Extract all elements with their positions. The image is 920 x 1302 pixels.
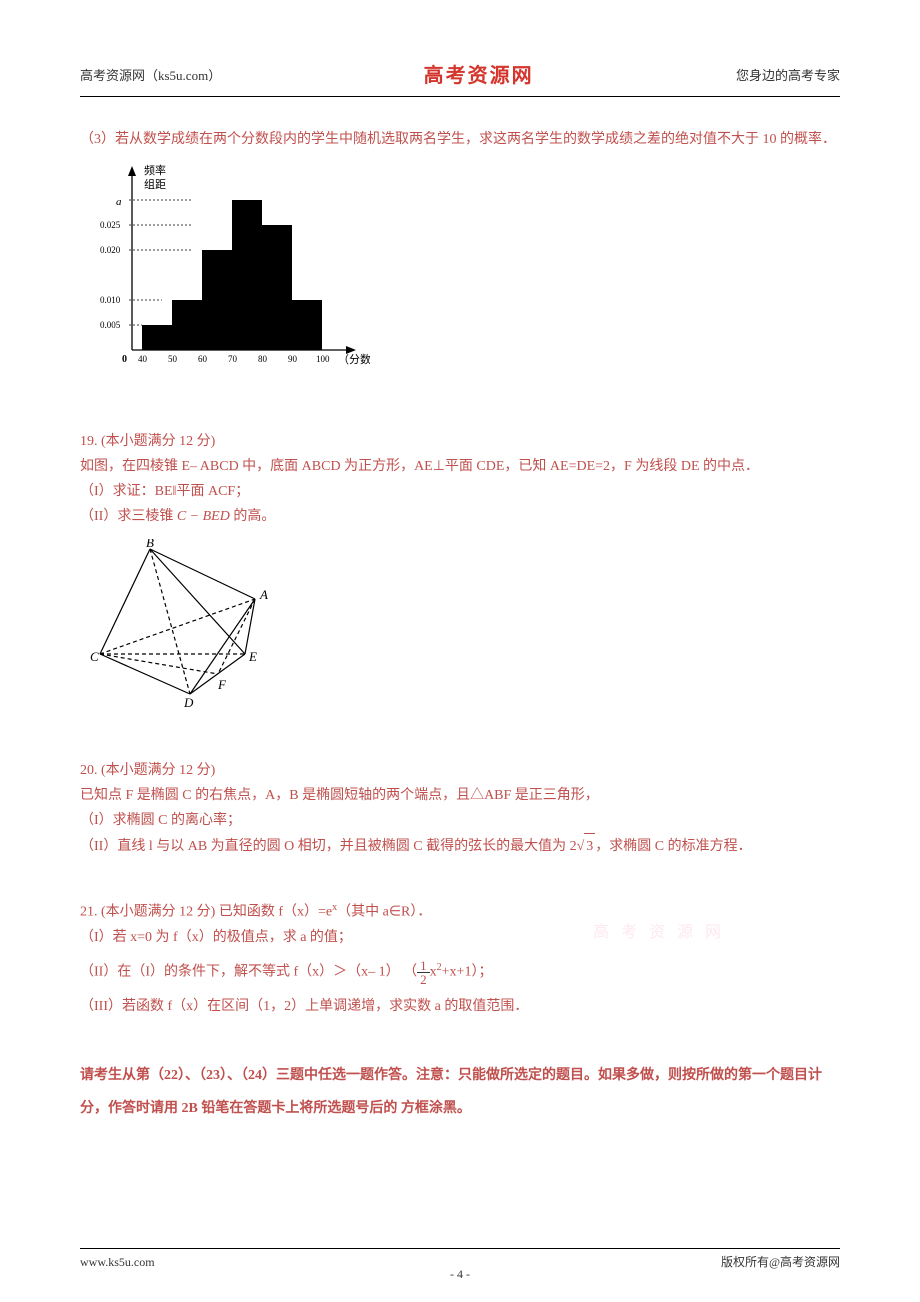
- selection-instruction: 请考生从第（22）、（23）、（24）三题中任选一题作答。注意：只能做所选定的题…: [80, 1059, 840, 1126]
- problem-20-part1: （I）求椭圆 C 的离心率；: [80, 808, 840, 833]
- xtick-2: 60: [198, 354, 208, 364]
- ytick-0: 0.025: [100, 220, 121, 230]
- problem-20: 20. (本小题满分 12 分) 已知点 F 是椭圆 C 的右焦点，A，B 是椭…: [80, 758, 840, 860]
- problem-20-part2: （II）直线 l 与以 AB 为直径的圆 O 相切，并且被椭圆 C 截得的弦长的…: [80, 833, 840, 859]
- problem-20-body: 已知点 F 是椭圆 C 的右焦点，A，B 是椭圆短轴的两个端点，且△ABF 是正…: [80, 783, 840, 808]
- p20-part2-suffix: ，求椭圆 C 的标准方程．: [595, 839, 751, 854]
- p20-sqrt: 3: [584, 833, 595, 859]
- histogram-chart: 频率 组距 a 0.025 0.020 0.010 0.005: [90, 160, 840, 388]
- problem-18-part3: （3）若从数学成绩在两个分数段内的学生中随机选取两名学生，求这两名学生的数学成绩…: [80, 127, 840, 389]
- problem-21-header: 21. (本小题满分 12 分) 已知函数 f（x）=ex（其中 a∈R）．: [80, 899, 840, 925]
- xtick-4: 80: [258, 354, 268, 364]
- y-label-bottom: 组距: [144, 177, 166, 191]
- problem-20-header: 20. (本小题满分 12 分): [80, 758, 840, 783]
- x-axis-label: （分数）: [338, 353, 370, 366]
- header-left-text: 高考资源网（ks5u.com）: [80, 66, 221, 87]
- page-footer: www.ks5u.com - 4 - 版权所有@高考资源网: [80, 1248, 840, 1272]
- page-header: 高考资源网（ks5u.com） 高考资源网 您身边的高考专家: [80, 60, 840, 97]
- p20-part2-prefix: （II）直线 l 与以 AB 为直径的圆 O 相切，并且被椭圆 C 截得的弦长的…: [80, 839, 577, 854]
- page-container: 高考资源网（ks5u.com） 高考资源网 您身边的高考专家 （3）若从数学成绩…: [0, 0, 920, 1302]
- problem-21: 21. (本小题满分 12 分) 已知函数 f（x）=ex（其中 a∈R）． （…: [80, 899, 840, 1018]
- fraction-half: 12: [417, 959, 430, 986]
- problem-21-points: (本小题满分 12 分): [101, 905, 215, 920]
- xtick-6: 100: [316, 354, 330, 364]
- problem-20-points: (本小题满分 12 分): [101, 763, 215, 778]
- p19-part2-suffix: 的高。: [233, 509, 275, 524]
- problem-21-part1: （I）若 x=0 为 f（x）的极值点，求 a 的值；: [80, 925, 840, 950]
- problem-19-number: 19.: [80, 434, 98, 449]
- problem-21-part3: （III）若函数 f（x）在区间（1，2）上单调递增，求实数 a 的取值范围．: [80, 994, 840, 1019]
- vertex-D: D: [183, 695, 194, 709]
- vertex-F: F: [217, 677, 227, 692]
- p19-part2-prefix: （II）求三棱锥: [80, 509, 173, 524]
- problem-21-number: 21.: [80, 905, 98, 920]
- footer-right: 版权所有@高考资源网: [721, 1253, 840, 1272]
- footer-left: www.ks5u.com: [80, 1253, 155, 1272]
- vertex-B: B: [146, 539, 154, 550]
- vertex-A: A: [259, 587, 268, 602]
- ytick-2: 0.010: [100, 295, 121, 305]
- xtick-3: 70: [228, 354, 238, 364]
- p21-part2-prefix: （II）在（I）的条件下，解不等式 f（x）＞（x– 1） （: [80, 964, 417, 979]
- problem-20-number: 20.: [80, 763, 98, 778]
- problem-19-points: (本小题满分 12 分): [101, 434, 215, 449]
- geometry-svg: B A C E D F: [90, 539, 280, 709]
- problem-19-part1: （I）求证：BE‖平面 ACF；: [80, 479, 840, 504]
- origin-label: 0: [122, 354, 127, 365]
- frac-den: 2: [417, 973, 430, 986]
- problem-19-part2: （II）求三棱锥 C − BED 的高。: [80, 504, 840, 529]
- problem-18-part3-text: （3）若从数学成绩在两个分数段内的学生中随机选取两名学生，求这两名学生的数学成绩…: [80, 127, 840, 152]
- histogram-svg: 频率 组距 a 0.025 0.020 0.010 0.005: [90, 160, 370, 380]
- y-marker-a: a: [116, 196, 122, 208]
- header-center-title: 高考资源网: [424, 60, 534, 92]
- problem-19: 19. (本小题满分 12 分) 如图，在四棱锥 E– ABCD 中，底面 AB…: [80, 429, 840, 718]
- xtick-5: 90: [288, 354, 298, 364]
- problem-19-header: 19. (本小题满分 12 分): [80, 429, 840, 454]
- problem-21-part2: （II）在（I）的条件下，解不等式 f（x）＞（x– 1） （12x2 +x+1）…: [80, 959, 840, 986]
- y-label-top: 频率: [144, 163, 166, 177]
- ytick-3: 0.005: [100, 320, 121, 330]
- p21-x: x: [430, 964, 437, 979]
- header-right-text: 您身边的高考专家: [736, 66, 840, 87]
- p21-func-suffix: （其中 a∈R）．: [337, 905, 431, 920]
- problem-19-body: 如图，在四棱锥 E– ABCD 中，底面 ABCD 为正方形，AE⊥平面 CDE…: [80, 454, 840, 479]
- xtick-1: 50: [168, 354, 178, 364]
- frac-num: 1: [417, 959, 430, 973]
- vertex-C: C: [90, 649, 99, 664]
- p21-func-prefix: 已知函数 f（x）=e: [219, 905, 332, 920]
- vertex-E: E: [248, 649, 257, 664]
- footer-page-number: - 4 -: [450, 1265, 470, 1284]
- geometry-figure: B A C E D F: [90, 539, 840, 717]
- p21-part2-suffix: +x+1）；: [442, 964, 493, 979]
- p19-part2-math: C − BED: [177, 509, 230, 524]
- ytick-1: 0.020: [100, 245, 121, 255]
- xtick-0: 40: [138, 354, 148, 364]
